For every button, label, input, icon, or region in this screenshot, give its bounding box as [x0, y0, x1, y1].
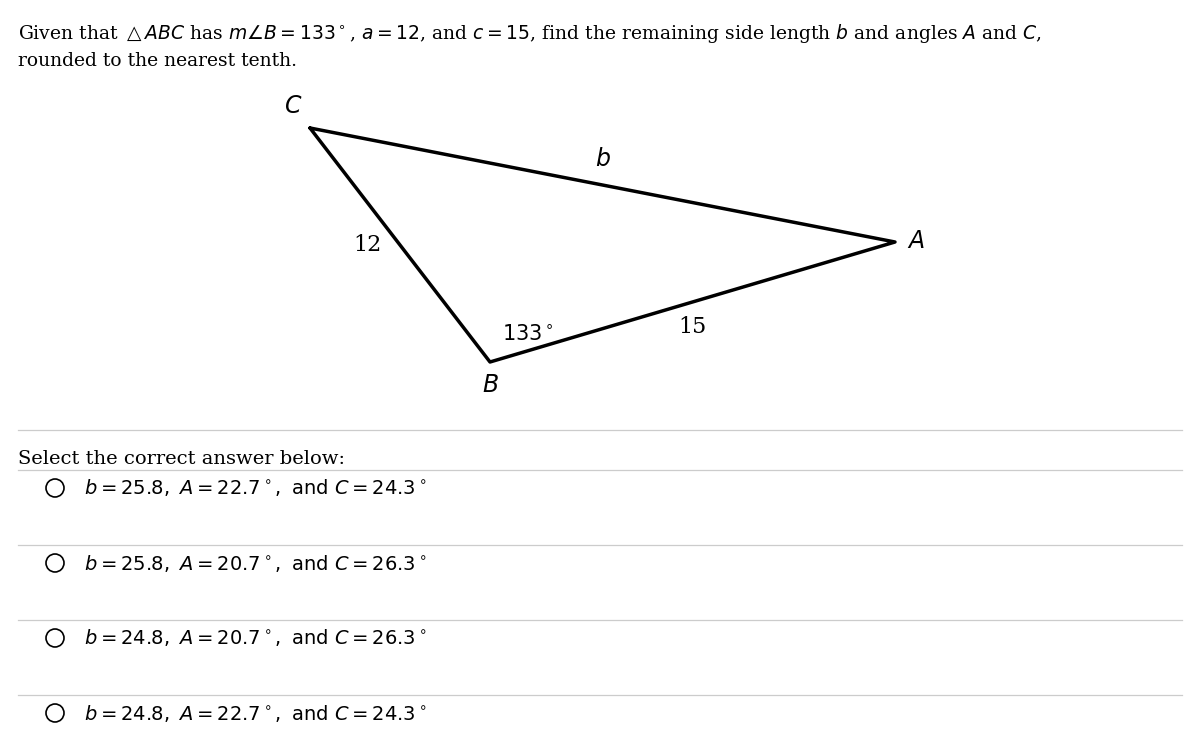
Text: Select the correct answer below:: Select the correct answer below:: [18, 450, 346, 468]
Text: $C$: $C$: [283, 95, 302, 118]
Text: $b = 25.8,\ A = 20.7^\circ,\ \text{and}\ C = 26.3^\circ$: $b = 25.8,\ A = 20.7^\circ,\ \text{and}\…: [84, 553, 426, 574]
Text: 12: 12: [354, 234, 382, 256]
Text: $B$: $B$: [481, 374, 498, 397]
Text: $b = 24.8,\ A = 20.7^\circ,\ \text{and}\ C = 26.3^\circ$: $b = 24.8,\ A = 20.7^\circ,\ \text{and}\…: [84, 628, 426, 649]
Text: Given that $\triangle ABC$ has $m\angle B = 133^\circ$, $a = 12$, and $c = 15$, : Given that $\triangle ABC$ has $m\angle …: [18, 22, 1042, 45]
Text: $133^\circ$: $133^\circ$: [502, 324, 553, 344]
Text: 15: 15: [678, 316, 707, 338]
Text: $b$: $b$: [594, 148, 611, 171]
Text: $b = 25.8,\ A = 22.7^\circ,\ \text{and}\ C = 24.3^\circ$: $b = 25.8,\ A = 22.7^\circ,\ \text{and}\…: [84, 478, 426, 499]
Text: $b = 24.8,\ A = 22.7^\circ,\ \text{and}\ C = 24.3^\circ$: $b = 24.8,\ A = 22.7^\circ,\ \text{and}\…: [84, 702, 426, 723]
Text: rounded to the nearest tenth.: rounded to the nearest tenth.: [18, 52, 298, 70]
Text: $A$: $A$: [907, 231, 925, 254]
